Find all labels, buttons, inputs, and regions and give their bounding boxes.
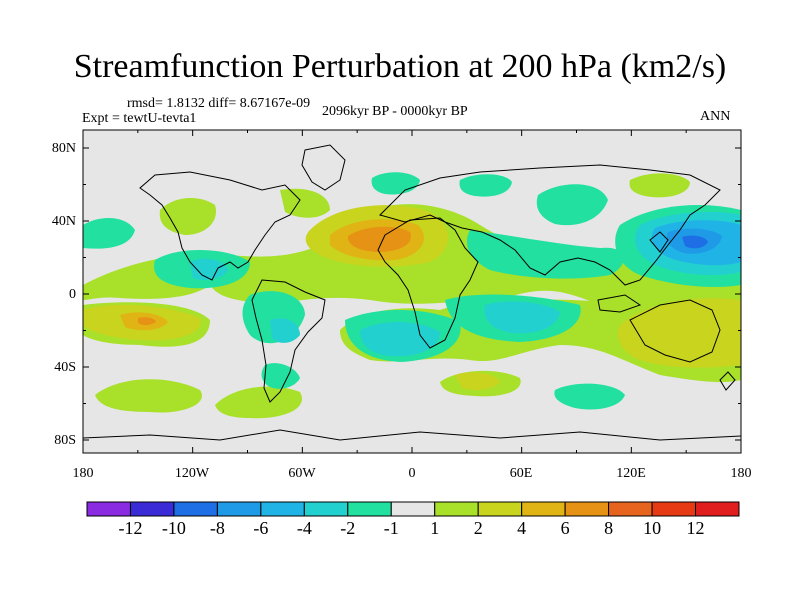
lat-label-80s: 80S	[54, 433, 76, 448]
contour-yellow-aus	[617, 298, 741, 368]
colorbar-label: 8	[604, 518, 614, 538]
contour-orange-6	[347, 226, 411, 252]
colorbar-swatch	[86, 501, 131, 517]
page-title: Streamfunction Perturbation at 200 hPa (…	[73, 48, 727, 85]
lat-label-40n: 40N	[51, 214, 76, 229]
coast-greenland	[301, 144, 346, 191]
coast-eurasia	[379, 164, 721, 286]
colorbar-swatch	[521, 501, 566, 517]
colorbar-swatch	[173, 501, 218, 517]
contour-cyan-2	[484, 301, 560, 334]
lon-label-60w: 60W	[288, 466, 316, 481]
contour-green-sw	[95, 379, 202, 413]
colorbar-swatch	[695, 501, 740, 517]
colorbar	[86, 501, 740, 517]
lon-label-180w: 180	[72, 466, 94, 481]
coastlines	[83, 144, 741, 441]
colorbar-swatch	[477, 501, 523, 517]
lon-label-180e: 180	[730, 466, 752, 481]
colorbar-label: 6	[560, 518, 570, 538]
contour-yellow-indian	[455, 372, 500, 390]
lon-label-120e: 120E	[616, 466, 646, 481]
coast-australia	[629, 299, 721, 363]
contour-mint-6	[466, 230, 624, 279]
lon-label-0: 0	[408, 466, 416, 481]
colorbar-label: 4	[517, 518, 527, 538]
colorbar-swatch	[303, 501, 349, 517]
colorbar-label: -4	[296, 518, 312, 538]
coast-newzealand	[719, 371, 736, 391]
contour-orange-sp	[138, 317, 156, 326]
contour-field	[83, 130, 741, 453]
contour-cyan-1	[360, 321, 440, 357]
colorbar-label: -2	[340, 518, 356, 538]
rmsd-text: rmsd= 1.8132 diff= 8.67167e-09	[127, 96, 311, 111]
lat-label-0: 0	[69, 287, 76, 302]
coast-antarctica	[83, 429, 741, 441]
coast-africa	[377, 217, 479, 349]
colorbar-swatch	[260, 501, 305, 517]
colorbar-swatch	[651, 501, 697, 517]
colorbar-swatch	[390, 501, 436, 517]
contour-green-namerica	[159, 198, 216, 235]
colorbar-label: -10	[161, 518, 186, 538]
colorbar-label: 12	[686, 518, 705, 538]
colorbar-swatch	[347, 501, 392, 517]
contour-cyan-4	[190, 258, 228, 280]
colorbar-swatch	[216, 501, 262, 517]
coast-japan	[649, 231, 669, 253]
contour-blue-8	[682, 235, 708, 249]
coast-south-america	[251, 279, 326, 403]
contour-mint-8	[459, 174, 512, 197]
colorbar-label: 10	[643, 518, 662, 538]
period-label: 2096kyr BP - 0000kyr BP	[322, 104, 468, 119]
lon-label-60e: 60E	[509, 466, 533, 481]
season-label: ANN	[700, 109, 731, 124]
colorbar-swatch	[129, 501, 175, 517]
colorbar-label: 1	[430, 518, 440, 538]
colorbar-label: -1	[383, 518, 399, 538]
contour-mint-12	[554, 383, 625, 410]
colorbar-label: -12	[118, 518, 143, 538]
contour-mint-9	[536, 184, 608, 226]
colorbar-swatch	[564, 501, 610, 517]
lat-label-40s: 40S	[54, 360, 76, 375]
axis-ticks	[82, 130, 742, 453]
contour-mint-1	[83, 218, 135, 249]
contour-green-siberia	[629, 173, 690, 198]
colorbar-label: 2	[473, 518, 483, 538]
colorbar-label: -8	[209, 518, 225, 538]
colorbar-swatch	[608, 501, 653, 517]
colorbar-swatch	[434, 501, 479, 517]
lat-label-80n: 80N	[51, 141, 76, 156]
contour-cyan-3	[270, 318, 300, 343]
coast-north-america	[139, 171, 301, 281]
coast-indonesia	[597, 294, 642, 313]
experiment-label: Expt = tewtU-tevta1	[82, 111, 197, 126]
lon-label-120w: 120W	[174, 466, 210, 481]
colorbar-label: -6	[253, 518, 269, 538]
contour-green-sa	[215, 386, 302, 419]
